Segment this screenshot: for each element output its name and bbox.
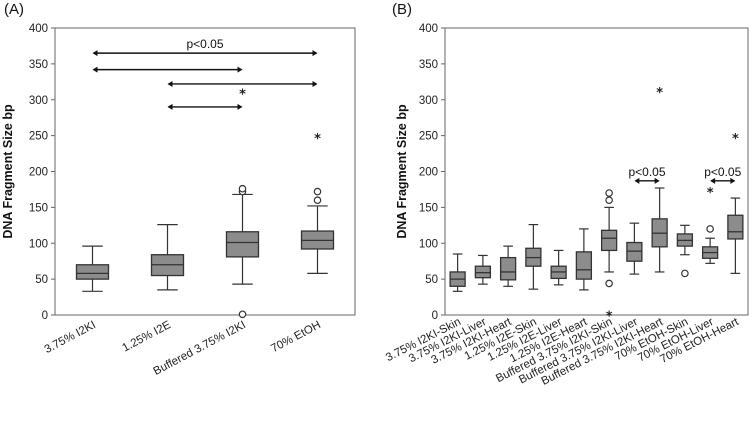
comparison-bracket: p<0.05 — [92, 37, 318, 57]
box-8 — [626, 222, 643, 275]
box-5 — [550, 249, 567, 286]
extreme-point: * — [656, 86, 663, 101]
iqr-box — [75, 264, 110, 280]
outlier-point — [706, 225, 714, 233]
arrowhead-right — [237, 103, 243, 110]
outlier-point — [238, 184, 247, 193]
iqr-box — [474, 265, 492, 279]
y-tick-label: 0 — [42, 310, 48, 322]
arrowhead-left — [92, 50, 98, 57]
category-label: 70% EtOH — [269, 319, 323, 355]
chart-panel-a: (A) 0 50 100 150 200 250 300 350 400 DNA Fragment … — [1, 1, 356, 378]
arrowhead-right — [312, 80, 318, 87]
comparison-bracket — [92, 66, 243, 73]
arrowhead-right — [730, 177, 736, 184]
p-value-label: p<0.05 — [628, 165, 665, 179]
arrowhead-right — [312, 50, 318, 57]
category-label: 3.75% I2KI — [43, 319, 98, 356]
extreme-point: * — [732, 132, 739, 147]
comparison-bracket — [167, 80, 318, 87]
arrowhead-right — [237, 66, 243, 73]
p-value-label: p<0.05 — [704, 165, 741, 179]
extreme-point: * — [606, 309, 613, 324]
outlier-point — [238, 310, 247, 319]
y-tick-label: 100 — [29, 238, 48, 250]
comparison-bracket: p<0.05 — [704, 165, 742, 184]
y-tick-label: 0 — [432, 310, 438, 322]
arrowhead-left — [167, 80, 173, 87]
box-4 — [525, 223, 542, 290]
y-tick-label: 150 — [419, 202, 438, 214]
iqr-box — [225, 231, 260, 258]
outlier-point — [605, 189, 613, 197]
y-tick-label: 200 — [29, 167, 48, 179]
arrowhead-left — [167, 103, 173, 110]
iqr-box — [575, 251, 593, 280]
box-6 — [575, 228, 593, 291]
box-2 — [474, 254, 492, 285]
y-tick-label: 200 — [419, 167, 438, 179]
iqr-box — [600, 229, 618, 252]
box-11: * — [701, 186, 719, 264]
y-tick-label: 300 — [29, 95, 48, 107]
y-tick-label: 150 — [29, 202, 48, 214]
iqr-box — [499, 256, 517, 281]
outlier-point — [681, 269, 689, 278]
y-axis-title: DNA Fragment Size bp — [395, 104, 409, 239]
panel-label: (A) — [4, 1, 24, 18]
p-value-label: p<0.05 — [186, 37, 223, 51]
arrowhead-left — [634, 177, 640, 184]
box-9: * — [651, 86, 668, 273]
y-tick-label: 250 — [419, 131, 438, 143]
comparison-bracket — [167, 103, 243, 110]
box-7: * — [600, 189, 618, 324]
y-tick-label: 350 — [419, 59, 438, 71]
y-tick-label: 100 — [419, 238, 438, 250]
arrowhead-right — [654, 177, 660, 184]
outlier-point — [313, 196, 322, 205]
y-tick-label: 50 — [425, 274, 438, 286]
arrowhead-left — [710, 177, 716, 184]
iqr-box — [727, 214, 744, 240]
box-12: * — [727, 132, 744, 274]
comparison-bracket: p<0.05 — [628, 165, 666, 184]
iqr-box — [626, 241, 643, 262]
box-3 — [225, 184, 260, 319]
y-axis-title: DNA Fragment Size bp — [1, 104, 15, 239]
box-1 — [75, 245, 110, 292]
outlier-point — [605, 279, 613, 288]
chart-panel-b: (B) 0 50 100 150 200 250 300 350 400 DNA Fragment … — [384, 1, 749, 388]
significance-asterisk: * — [239, 88, 246, 103]
outlier-point — [605, 196, 613, 205]
y-tick-label: 300 — [419, 95, 438, 107]
box-4: * — [300, 132, 335, 274]
y-tick-label: 250 — [29, 131, 48, 143]
box-2 — [150, 223, 185, 291]
y-tick-label: 350 — [29, 59, 48, 71]
y-tick-label: 50 — [35, 274, 48, 286]
box-3 — [499, 245, 517, 287]
category-label: 1.25% I2E — [120, 319, 173, 355]
arrowhead-left — [92, 66, 98, 73]
panel-label: (B) — [392, 1, 412, 18]
outlier-point — [313, 187, 322, 196]
box-1 — [449, 253, 466, 292]
y-tick-label: 400 — [419, 23, 438, 35]
y-tick-label: 400 — [29, 23, 48, 35]
extreme-point: * — [707, 186, 714, 201]
extreme-point: * — [314, 132, 321, 147]
box-10 — [676, 224, 694, 278]
